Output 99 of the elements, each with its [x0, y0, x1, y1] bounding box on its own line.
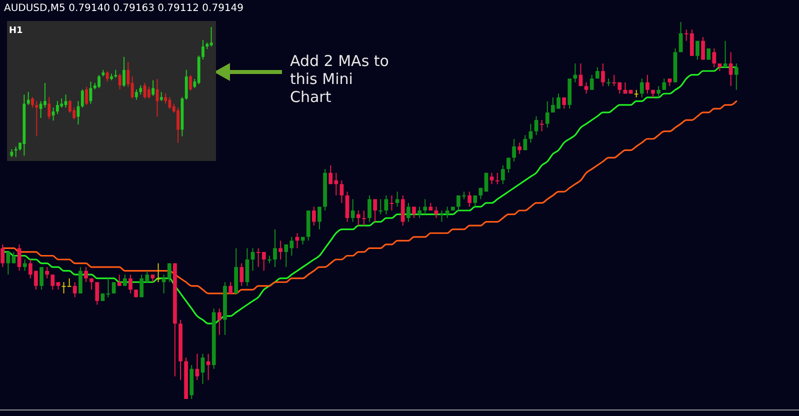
- candlestick: [518, 142, 522, 154]
- candlestick: [60, 98, 64, 108]
- candlestick: [228, 282, 232, 294]
- candlestick: [84, 266, 88, 283]
- candlestick: [418, 206, 422, 219]
- candlestick: [0, 244, 5, 268]
- candlestick: [534, 116, 538, 136]
- candlestick: [640, 78, 644, 98]
- candlestick: [495, 172, 500, 185]
- candlestick: [72, 282, 77, 298]
- candlestick: [412, 206, 416, 219]
- candlestick: [118, 73, 122, 90]
- candlestick: [500, 164, 505, 185]
- candlestick: [35, 100, 38, 137]
- candlestick: [646, 74, 650, 94]
- candlestick: [50, 274, 55, 290]
- candlestick: [40, 266, 44, 290]
- candlestick: [406, 202, 410, 222]
- candlestick: [512, 138, 516, 162]
- candlestick: [95, 282, 100, 306]
- candlestick: [468, 191, 472, 208]
- candlestick: [167, 262, 172, 283]
- candlestick: [122, 56, 126, 88]
- candlestick: [48, 96, 51, 120]
- candlestick: [147, 86, 150, 99]
- candlestick: [318, 206, 322, 230]
- candlestick: [356, 210, 360, 226]
- candlestick: [14, 146, 18, 158]
- candlestick: [39, 100, 42, 118]
- candlestick: [240, 262, 244, 286]
- candlestick: [273, 228, 277, 268]
- candlestick: [601, 62, 605, 87]
- candlestick: [164, 92, 168, 104]
- candlestick: [734, 62, 738, 90]
- candlestick: [373, 198, 378, 222]
- candlestick: [278, 240, 283, 260]
- candlestick: [662, 78, 666, 90]
- candlestick: [350, 198, 355, 222]
- candlestick: [523, 134, 528, 151]
- annotation: Add 2 MAs to this Mini Chart: [290, 52, 389, 106]
- candlestick: [490, 172, 494, 185]
- candlestick: [395, 191, 400, 208]
- candlestick: [368, 194, 372, 222]
- candlestick: [6, 251, 10, 276]
- candlestick: [362, 210, 366, 226]
- candlestick: [701, 36, 705, 60]
- candlestick: [728, 52, 733, 87]
- candlestick: [17, 244, 22, 272]
- candlestick: [656, 86, 661, 98]
- candlestick: [117, 274, 122, 286]
- candlestick: [184, 69, 188, 100]
- candlestick: [384, 194, 388, 215]
- candlestick: [445, 206, 450, 219]
- candlestick: [106, 70, 109, 82]
- candlestick: [573, 62, 578, 83]
- candlestick: [26, 92, 30, 106]
- candlestick: [78, 266, 82, 294]
- candlestick: [423, 198, 428, 215]
- candlestick: [67, 278, 72, 287]
- candlestick: [134, 88, 138, 100]
- candlestick: [85, 86, 88, 106]
- candlestick: [45, 266, 50, 279]
- chart-title: H1: [9, 26, 23, 36]
- candlestick: [112, 282, 116, 294]
- candlestick: [56, 100, 59, 115]
- candlestick: [12, 251, 16, 264]
- candlestick: [545, 100, 550, 128]
- candlestick: [217, 308, 222, 336]
- candlestick: [528, 123, 533, 144]
- candlestick: [590, 74, 594, 90]
- candlestick: [584, 82, 588, 94]
- candlestick: [122, 274, 127, 286]
- candlestick: [250, 248, 255, 272]
- candlestick: [160, 92, 163, 102]
- candlestick: [506, 157, 510, 174]
- candlestick: [22, 259, 27, 272]
- candlestick: [176, 107, 180, 144]
- candlestick: [202, 40, 204, 60]
- candlestick: [400, 194, 405, 226]
- candlestick: [139, 85, 142, 96]
- candlestick: [44, 82, 46, 108]
- candlestick: [195, 353, 200, 381]
- candlestick: [434, 206, 438, 219]
- candlestick: [267, 255, 272, 264]
- candlestick: [210, 26, 213, 47]
- candlestick: [189, 74, 192, 92]
- candlestick: [378, 198, 383, 215]
- candlestick: [98, 74, 100, 89]
- candlestick: [696, 40, 700, 60]
- candlestick: [152, 80, 155, 96]
- candlestick: [312, 206, 316, 226]
- candlestick: [712, 48, 716, 68]
- candlestick: [162, 274, 166, 294]
- candlestick: [31, 96, 34, 108]
- candlestick: [540, 120, 544, 132]
- candlestick: [80, 88, 84, 108]
- candlestick: [128, 274, 132, 294]
- chart-title: AUDUSD,M5 0.79140 0.79163 0.79112 0.79149: [4, 3, 244, 14]
- candlestick: [340, 180, 344, 204]
